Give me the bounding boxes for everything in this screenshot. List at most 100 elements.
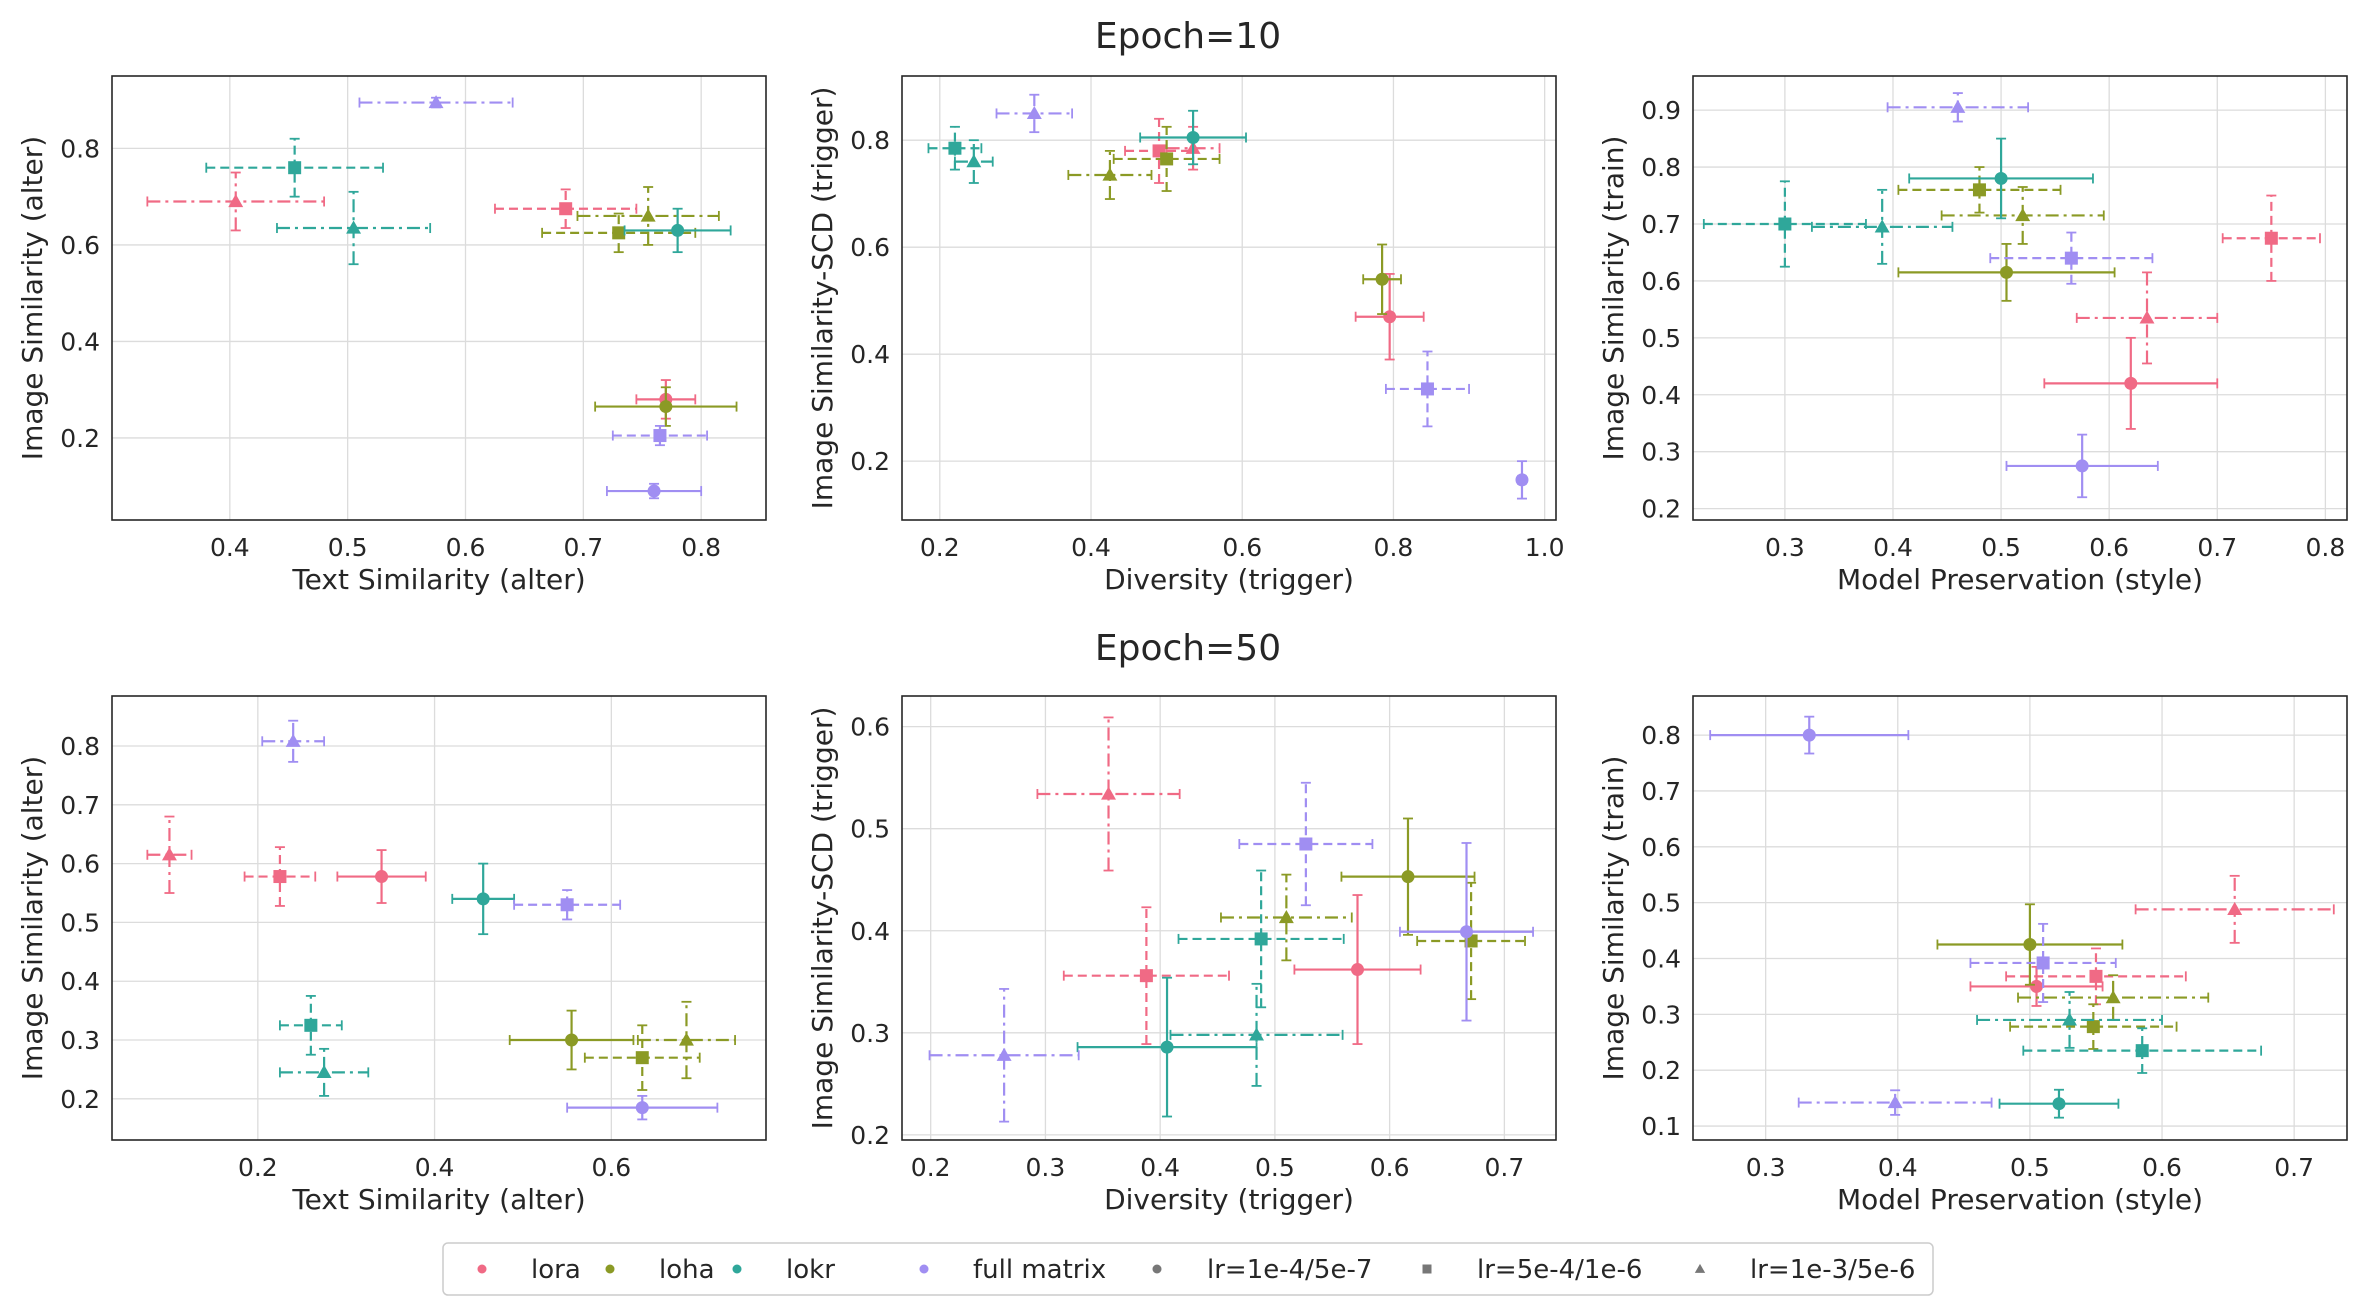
data-point bbox=[358, 95, 514, 109]
data-point bbox=[243, 846, 317, 907]
y-tick-label: 0.8 bbox=[60, 732, 100, 761]
x-tick-label: 0.3 bbox=[1765, 533, 1805, 562]
legend-label: full matrix bbox=[973, 1255, 1106, 1285]
point-marker bbox=[285, 733, 301, 747]
y-tick-label: 0.4 bbox=[1641, 944, 1681, 973]
point-marker bbox=[1401, 870, 1415, 884]
data-point bbox=[623, 207, 732, 254]
legend-item-full-matrix: full matrix bbox=[919, 1255, 1106, 1285]
data-point bbox=[1169, 982, 1344, 1087]
data-point bbox=[1797, 1089, 1993, 1116]
data-point bbox=[1067, 149, 1153, 200]
plot-frame bbox=[111, 75, 767, 521]
point-marker bbox=[2015, 207, 2031, 222]
data-point bbox=[583, 1024, 701, 1091]
y-tick-label: 0.2 bbox=[1641, 495, 1681, 524]
data-point bbox=[1976, 991, 2163, 1049]
plot-frame bbox=[901, 75, 1557, 521]
data-point bbox=[1969, 922, 2117, 1003]
point-marker bbox=[612, 226, 626, 240]
y-tick-label: 0.5 bbox=[1641, 324, 1681, 353]
data-point bbox=[513, 889, 622, 921]
panel-epoch50-diversity: 0.2 0.3 0.4 0.5 0.6 0.7 0.2 0.3 0.4 0.5 0.6 Diversi… bbox=[806, 695, 1557, 1216]
y-axis-label: Image Similarity (alter) bbox=[16, 756, 49, 1080]
point-marker bbox=[2105, 990, 2121, 1004]
data-point bbox=[1177, 869, 1345, 1009]
x-tick-label: 0.6 bbox=[1370, 1153, 1410, 1182]
legend-item-lokr: lokr bbox=[732, 1255, 835, 1285]
data-point bbox=[1139, 109, 1247, 166]
data-point bbox=[1811, 188, 1954, 265]
point-marker bbox=[273, 870, 287, 884]
point-marker bbox=[161, 847, 177, 861]
data-point bbox=[2005, 947, 2187, 1006]
data-point bbox=[2221, 194, 2321, 282]
point-marker bbox=[428, 95, 444, 109]
data-point bbox=[205, 137, 384, 198]
data-point bbox=[2022, 1027, 2263, 1074]
point-marker bbox=[565, 1033, 579, 1047]
data-point bbox=[1897, 166, 2062, 214]
point-marker bbox=[647, 484, 661, 498]
point-marker bbox=[559, 202, 573, 216]
point-marker bbox=[1778, 217, 1792, 231]
y-tick-label: 0.8 bbox=[1641, 721, 1681, 750]
panel-epoch50-text: 0.2 0.4 0.6 0.2 0.3 0.4 0.5 0.6 0.7 0.8 Text Simil… bbox=[16, 695, 767, 1216]
x-tick-label: 0.8 bbox=[681, 533, 721, 562]
y-tick-label: 0.2 bbox=[850, 447, 890, 476]
data-point bbox=[2005, 433, 2159, 499]
point-marker bbox=[304, 1018, 318, 1032]
y-tick-label: 0.4 bbox=[850, 917, 890, 946]
y-tick-label: 0.3 bbox=[60, 1026, 100, 1055]
x-tick-label: 0.6 bbox=[446, 533, 486, 562]
point-marker bbox=[1299, 837, 1313, 851]
data-point bbox=[276, 190, 432, 266]
y-tick-label: 0.6 bbox=[850, 713, 890, 742]
y-tick-label: 0.4 bbox=[60, 967, 100, 996]
chart-panels: 0.4 0.5 0.6 0.7 0.8 0.2 0.4 0.6 0.8 Text Similari… bbox=[16, 75, 2348, 1216]
legend: lora loha lokr full matrix lr=1e-4/5e-7 lr=5e… bbox=[442, 1242, 1934, 1296]
plot-frame bbox=[1692, 695, 2348, 1141]
point-marker bbox=[1383, 310, 1397, 324]
y-tick-label: 0.9 bbox=[1641, 96, 1681, 125]
data-point bbox=[508, 1009, 635, 1071]
y-tick-label: 0.2 bbox=[60, 1085, 100, 1114]
data-point bbox=[2017, 974, 2210, 1021]
plot-frame bbox=[111, 695, 767, 1141]
plot-frame bbox=[1692, 75, 2348, 521]
point-marker bbox=[2139, 310, 2155, 324]
x-tick-label: 0.2 bbox=[238, 1153, 278, 1182]
legend-label: lr=1e-3/5e-6 bbox=[1750, 1255, 1915, 1285]
data-point bbox=[451, 862, 516, 936]
x-tick-label: 0.3 bbox=[1746, 1153, 1786, 1182]
point-marker bbox=[1026, 105, 1042, 120]
y-axis-label: Image Similarity (alter) bbox=[16, 136, 49, 460]
data-point bbox=[1124, 117, 1194, 184]
data-point bbox=[279, 1047, 370, 1097]
data-point bbox=[2134, 874, 2335, 944]
point-marker bbox=[2086, 1020, 2100, 1034]
point-marker bbox=[1460, 925, 1474, 939]
data-point bbox=[1220, 873, 1353, 962]
point-marker bbox=[1249, 1027, 1265, 1041]
point-marker bbox=[671, 223, 685, 237]
point-marker bbox=[2023, 938, 2037, 952]
data-point bbox=[1969, 965, 2104, 1007]
legend-marker bbox=[477, 1264, 487, 1274]
y-tick-label: 0.7 bbox=[1641, 777, 1681, 806]
row-title-epoch10: Epoch=10 bbox=[1095, 16, 1281, 57]
x-tick-label: 0.2 bbox=[911, 1153, 951, 1182]
y-tick-label: 0.8 bbox=[60, 134, 100, 163]
legend-marker bbox=[1694, 1263, 1706, 1273]
data-point bbox=[2075, 271, 2219, 365]
data-point bbox=[1362, 243, 1402, 315]
data-point bbox=[636, 1000, 736, 1080]
x-tick-label: 0.8 bbox=[2305, 533, 2345, 562]
point-marker bbox=[1802, 728, 1816, 742]
x-axis-label: Text Similarity (alter) bbox=[291, 1183, 585, 1216]
point-marker bbox=[288, 161, 302, 175]
y-tick-label: 0.6 bbox=[1641, 833, 1681, 862]
legend-item-loha: loha bbox=[605, 1255, 715, 1285]
data-point bbox=[594, 386, 738, 427]
data-point bbox=[576, 186, 720, 246]
